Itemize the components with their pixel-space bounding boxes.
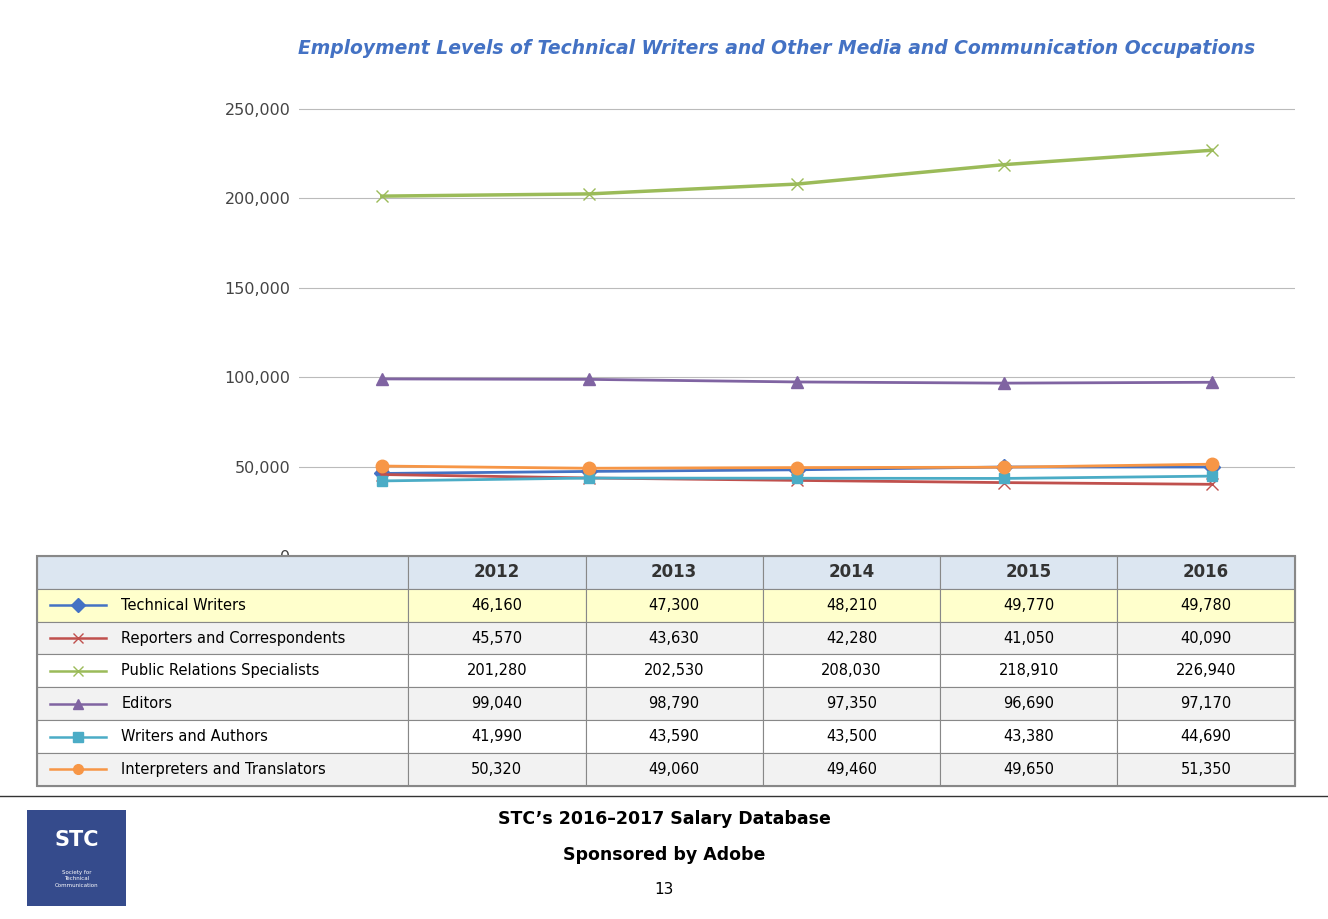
Text: 51,350: 51,350 — [1181, 762, 1231, 777]
Bar — [586, 687, 762, 720]
Bar — [37, 621, 408, 654]
Bar — [762, 556, 940, 589]
Bar — [940, 621, 1117, 654]
Text: 2014: 2014 — [829, 563, 875, 582]
Bar — [408, 720, 586, 753]
Text: 48,210: 48,210 — [826, 597, 876, 613]
Bar — [1117, 621, 1295, 654]
Bar — [408, 687, 586, 720]
Bar — [940, 720, 1117, 753]
Text: 49,650: 49,650 — [1004, 762, 1054, 777]
Bar — [1117, 753, 1295, 786]
Text: 50,320: 50,320 — [471, 762, 522, 777]
Bar — [762, 687, 940, 720]
Text: 45,570: 45,570 — [471, 630, 522, 645]
Bar — [1117, 654, 1295, 687]
Bar — [408, 753, 586, 786]
Text: 202,530: 202,530 — [644, 664, 704, 678]
Bar — [586, 753, 762, 786]
Bar — [37, 720, 408, 753]
Bar — [37, 687, 408, 720]
Text: 201,280: 201,280 — [466, 664, 527, 678]
Text: 40,090: 40,090 — [1181, 630, 1232, 645]
Text: 46,160: 46,160 — [471, 597, 522, 613]
Bar — [27, 810, 126, 906]
Bar — [940, 556, 1117, 589]
Text: 49,780: 49,780 — [1181, 597, 1231, 613]
Bar — [37, 753, 408, 786]
Bar — [940, 589, 1117, 621]
Bar — [37, 654, 408, 687]
Text: 41,050: 41,050 — [1003, 630, 1054, 645]
Text: 43,590: 43,590 — [649, 729, 700, 744]
Bar — [586, 654, 762, 687]
Bar — [762, 589, 940, 621]
Text: 43,380: 43,380 — [1004, 729, 1054, 744]
Text: 2013: 2013 — [651, 563, 697, 582]
Bar — [762, 753, 940, 786]
Bar — [762, 621, 940, 654]
Text: 226,940: 226,940 — [1175, 664, 1236, 678]
Text: Reporters and Correspondents: Reporters and Correspondents — [121, 630, 345, 645]
Text: Sponsored by Adobe: Sponsored by Adobe — [563, 846, 765, 864]
Text: 2015: 2015 — [1005, 563, 1052, 582]
Text: STC: STC — [54, 831, 98, 850]
Text: Interpreters and Translators: Interpreters and Translators — [121, 762, 327, 777]
Text: 41,990: 41,990 — [471, 729, 522, 744]
Text: Writers and Authors: Writers and Authors — [121, 729, 268, 744]
Bar — [762, 720, 940, 753]
Text: 218,910: 218,910 — [999, 664, 1058, 678]
Bar — [586, 720, 762, 753]
Text: 2016: 2016 — [1183, 563, 1230, 582]
Text: 2012: 2012 — [474, 563, 521, 582]
Bar — [408, 621, 586, 654]
Text: 43,500: 43,500 — [826, 729, 876, 744]
Bar — [586, 621, 762, 654]
Text: Society for
Technical
Communication: Society for Technical Communication — [54, 870, 98, 888]
Bar — [1117, 687, 1295, 720]
Bar — [37, 556, 408, 589]
Text: 43,630: 43,630 — [649, 630, 700, 645]
Bar — [1117, 556, 1295, 589]
Text: 44,690: 44,690 — [1181, 729, 1231, 744]
Text: Technical Writers: Technical Writers — [121, 597, 246, 613]
Text: 208,030: 208,030 — [821, 664, 882, 678]
Bar — [586, 556, 762, 589]
Text: 97,170: 97,170 — [1181, 697, 1232, 711]
Bar — [37, 589, 408, 621]
Text: 98,790: 98,790 — [648, 697, 700, 711]
Text: 49,460: 49,460 — [826, 762, 876, 777]
Bar — [940, 654, 1117, 687]
Text: 99,040: 99,040 — [471, 697, 522, 711]
Text: 47,300: 47,300 — [648, 597, 700, 613]
Text: 42,280: 42,280 — [826, 630, 876, 645]
Text: 49,060: 49,060 — [648, 762, 700, 777]
Bar — [408, 654, 586, 687]
Bar — [586, 589, 762, 621]
Text: Public Relations Specialists: Public Relations Specialists — [121, 664, 320, 678]
Bar — [408, 589, 586, 621]
Bar — [762, 654, 940, 687]
Text: STC’s 2016–2017 Salary Database: STC’s 2016–2017 Salary Database — [498, 810, 830, 828]
Text: 96,690: 96,690 — [1004, 697, 1054, 711]
Bar — [408, 556, 586, 589]
Bar — [940, 687, 1117, 720]
Text: 49,770: 49,770 — [1003, 597, 1054, 613]
Bar — [1117, 720, 1295, 753]
Text: Editors: Editors — [121, 697, 173, 711]
Text: 13: 13 — [655, 882, 673, 897]
Bar — [1117, 589, 1295, 621]
Text: Employment Levels of Technical Writers and Other Media and Communication Occupat: Employment Levels of Technical Writers a… — [299, 39, 1255, 58]
Bar — [940, 753, 1117, 786]
Text: 97,350: 97,350 — [826, 697, 876, 711]
